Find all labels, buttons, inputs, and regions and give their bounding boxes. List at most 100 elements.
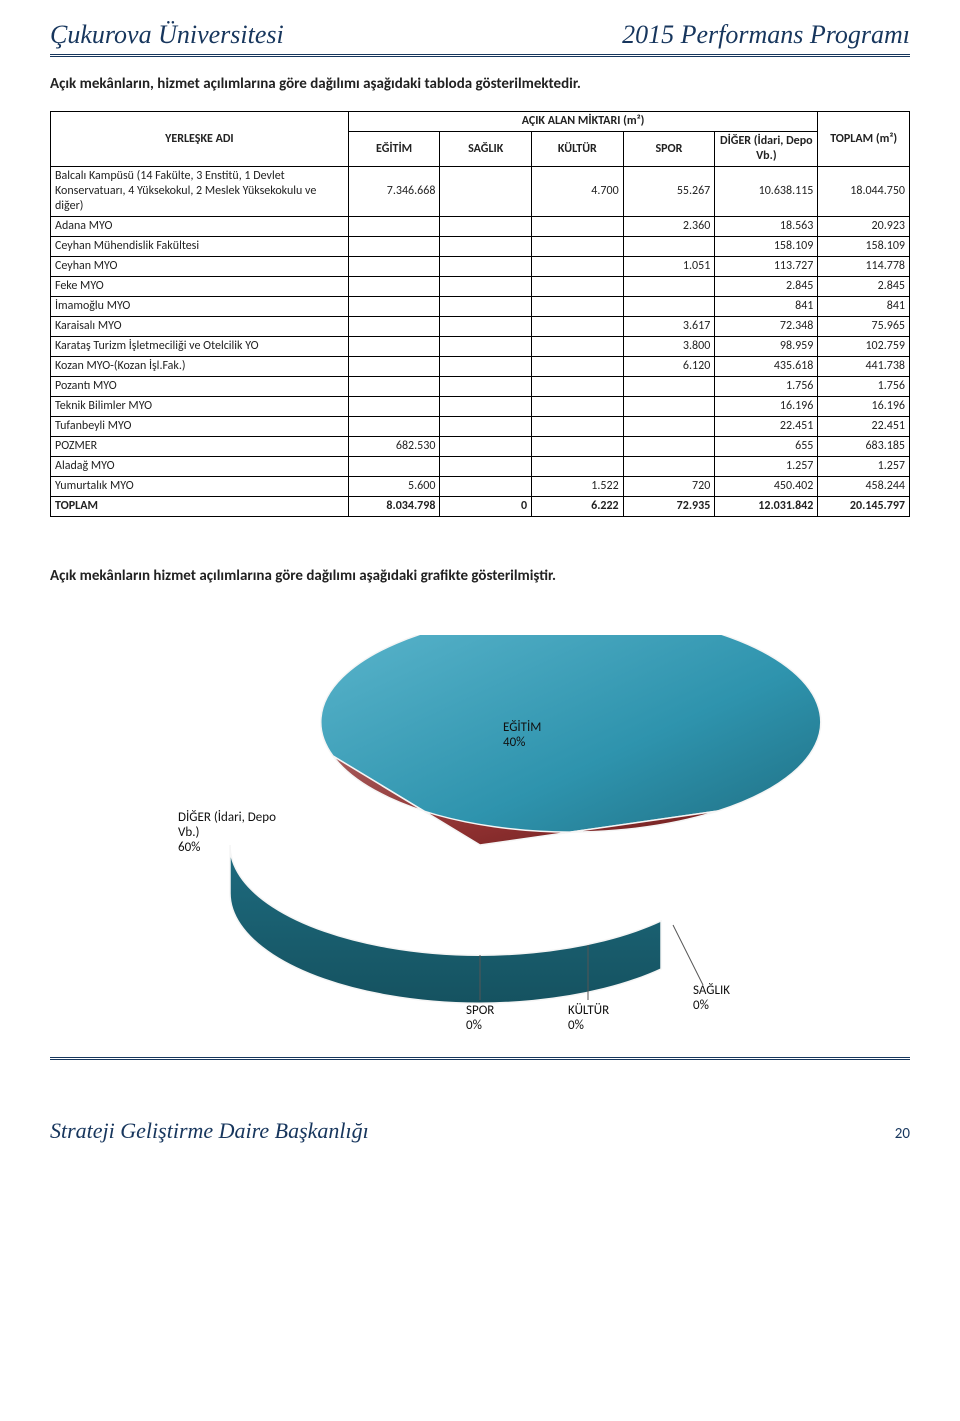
pie-label-spor: SPOR 0% [466, 1003, 494, 1033]
cell-label: Balcalı Kampüsü (14 Fakülte, 3 Enstitü, … [51, 167, 349, 217]
cell-toplam: 16.196 [818, 397, 910, 417]
table-row: Karaisalı MYO3.61772.34875.965 [51, 317, 910, 337]
intro-text-1: Açık mekânların, hizmet açılımlarına gör… [50, 75, 910, 93]
cell-diger: 655 [715, 437, 818, 457]
cell-spor [623, 377, 715, 397]
table-row: Aladağ MYO1.2571.257 [51, 457, 910, 477]
cell-diger: 12.031.842 [715, 497, 818, 517]
document-page: Çukurova Üniversitesi 2015 Performans Pr… [0, 0, 960, 1174]
cell-spor: 3.617 [623, 317, 715, 337]
cell-toplam: 102.759 [818, 337, 910, 357]
cell-label: İmamoğlu MYO [51, 297, 349, 317]
cell-egitim [348, 397, 440, 417]
pie-label-saglik: SAĞLIK 0% [693, 983, 730, 1013]
cell-spor [623, 297, 715, 317]
cell-toplam: 683.185 [818, 437, 910, 457]
cell-spor [623, 437, 715, 457]
cell-egitim [348, 257, 440, 277]
col-header-kultur: KÜLTÜR [532, 132, 624, 167]
cell-egitim [348, 237, 440, 257]
cell-spor: 1.051 [623, 257, 715, 277]
cell-toplam: 158.109 [818, 237, 910, 257]
cell-kultur: 6.222 [532, 497, 624, 517]
col-header-egitim: EĞİTİM [348, 132, 440, 167]
header-rule [50, 54, 910, 55]
cell-label: Ceyhan Mühendislik Fakültesi [51, 237, 349, 257]
cell-egitim [348, 357, 440, 377]
cell-saglik [440, 397, 532, 417]
cell-toplam: 1.756 [818, 377, 910, 397]
cell-egitim [348, 337, 440, 357]
cell-saglik [440, 417, 532, 437]
cell-egitim [348, 377, 440, 397]
cell-label: Tufanbeyli MYO [51, 417, 349, 437]
cell-kultur [532, 377, 624, 397]
cell-toplam: 22.451 [818, 417, 910, 437]
table-row: Ceyhan Mühendislik Fakültesi158.109158.1… [51, 237, 910, 257]
cell-spor: 72.935 [623, 497, 715, 517]
col-header-yerleke: YERLEŞKE ADI [51, 112, 349, 167]
cell-diger: 98.959 [715, 337, 818, 357]
table-row: İmamoğlu MYO 841841 [51, 297, 910, 317]
cell-label: Teknik Bilimler MYO [51, 397, 349, 417]
cell-spor [623, 457, 715, 477]
table-row: Tufanbeyli MYO 22.45122.451 [51, 417, 910, 437]
cell-kultur [532, 237, 624, 257]
table-row: Adana MYO2.36018.56320.923 [51, 217, 910, 237]
cell-diger: 16.196 [715, 397, 818, 417]
col-header-diger: DİĞER (İdari, Depo Vb.) [715, 132, 818, 167]
cell-diger: 72.348 [715, 317, 818, 337]
pie-label-egitim: EĞİTİM 40% [503, 720, 541, 750]
cell-toplam: 2.845 [818, 277, 910, 297]
open-area-table: YERLEŞKE ADI AÇIK ALAN MİKTARI (m²) TOPL… [50, 111, 910, 517]
cell-diger: 18.563 [715, 217, 818, 237]
cell-toplam: 18.044.750 [818, 167, 910, 217]
cell-kultur: 4.700 [532, 167, 624, 217]
cell-label: Kozan MYO-(Kozan İşl.Fak.) [51, 357, 349, 377]
cell-label: TOPLAM [51, 497, 349, 517]
cell-egitim [348, 277, 440, 297]
cell-spor [623, 237, 715, 257]
table-row: Ceyhan MYO1.051113.727114.778 [51, 257, 910, 277]
cell-kultur [532, 357, 624, 377]
cell-spor: 3.800 [623, 337, 715, 357]
cell-egitim: 8.034.798 [348, 497, 440, 517]
cell-saglik: 0 [440, 497, 532, 517]
table-row: Kozan MYO-(Kozan İşl.Fak.)6.120435.61844… [51, 357, 910, 377]
cell-saglik [440, 377, 532, 397]
cell-diger: 22.451 [715, 417, 818, 437]
page-header: Çukurova Üniversitesi 2015 Performans Pr… [50, 20, 910, 52]
cell-diger: 113.727 [715, 257, 818, 277]
cell-kultur [532, 417, 624, 437]
cell-saglik [440, 437, 532, 457]
table-row: Karataş Turizm İşletmeciliği ve Otelcili… [51, 337, 910, 357]
cell-saglik [440, 317, 532, 337]
cell-spor: 55.267 [623, 167, 715, 217]
cell-toplam: 20.923 [818, 217, 910, 237]
cell-egitim: 7.346.668 [348, 167, 440, 217]
cell-toplam: 458.244 [818, 477, 910, 497]
table-row: TOPLAM8.034.79806.22272.93512.031.84220.… [51, 497, 910, 517]
cell-toplam: 441.738 [818, 357, 910, 377]
cell-egitim [348, 417, 440, 437]
table-row: Feke MYO2.8452.845 [51, 277, 910, 297]
intro-text-2: Açık mekânların hizmet açılımlarına göre… [50, 567, 910, 585]
footer-rule [50, 1057, 910, 1058]
cell-spor [623, 397, 715, 417]
cell-saglik [440, 167, 532, 217]
cell-toplam: 841 [818, 297, 910, 317]
cell-saglik [440, 217, 532, 237]
col-header-toplam: TOPLAM (m²) [818, 112, 910, 167]
cell-egitim [348, 297, 440, 317]
cell-egitim: 5.600 [348, 477, 440, 497]
footer-page-number: 20 [895, 1125, 910, 1143]
cell-label: Karataş Turizm İşletmeciliği ve Otelcili… [51, 337, 349, 357]
cell-toplam: 114.778 [818, 257, 910, 277]
cell-kultur [532, 397, 624, 417]
cell-diger: 841 [715, 297, 818, 317]
cell-saglik [440, 477, 532, 497]
cell-label: Pozantı MYO [51, 377, 349, 397]
cell-diger: 450.402 [715, 477, 818, 497]
cell-label: POZMER [51, 437, 349, 457]
cell-kultur [532, 257, 624, 277]
